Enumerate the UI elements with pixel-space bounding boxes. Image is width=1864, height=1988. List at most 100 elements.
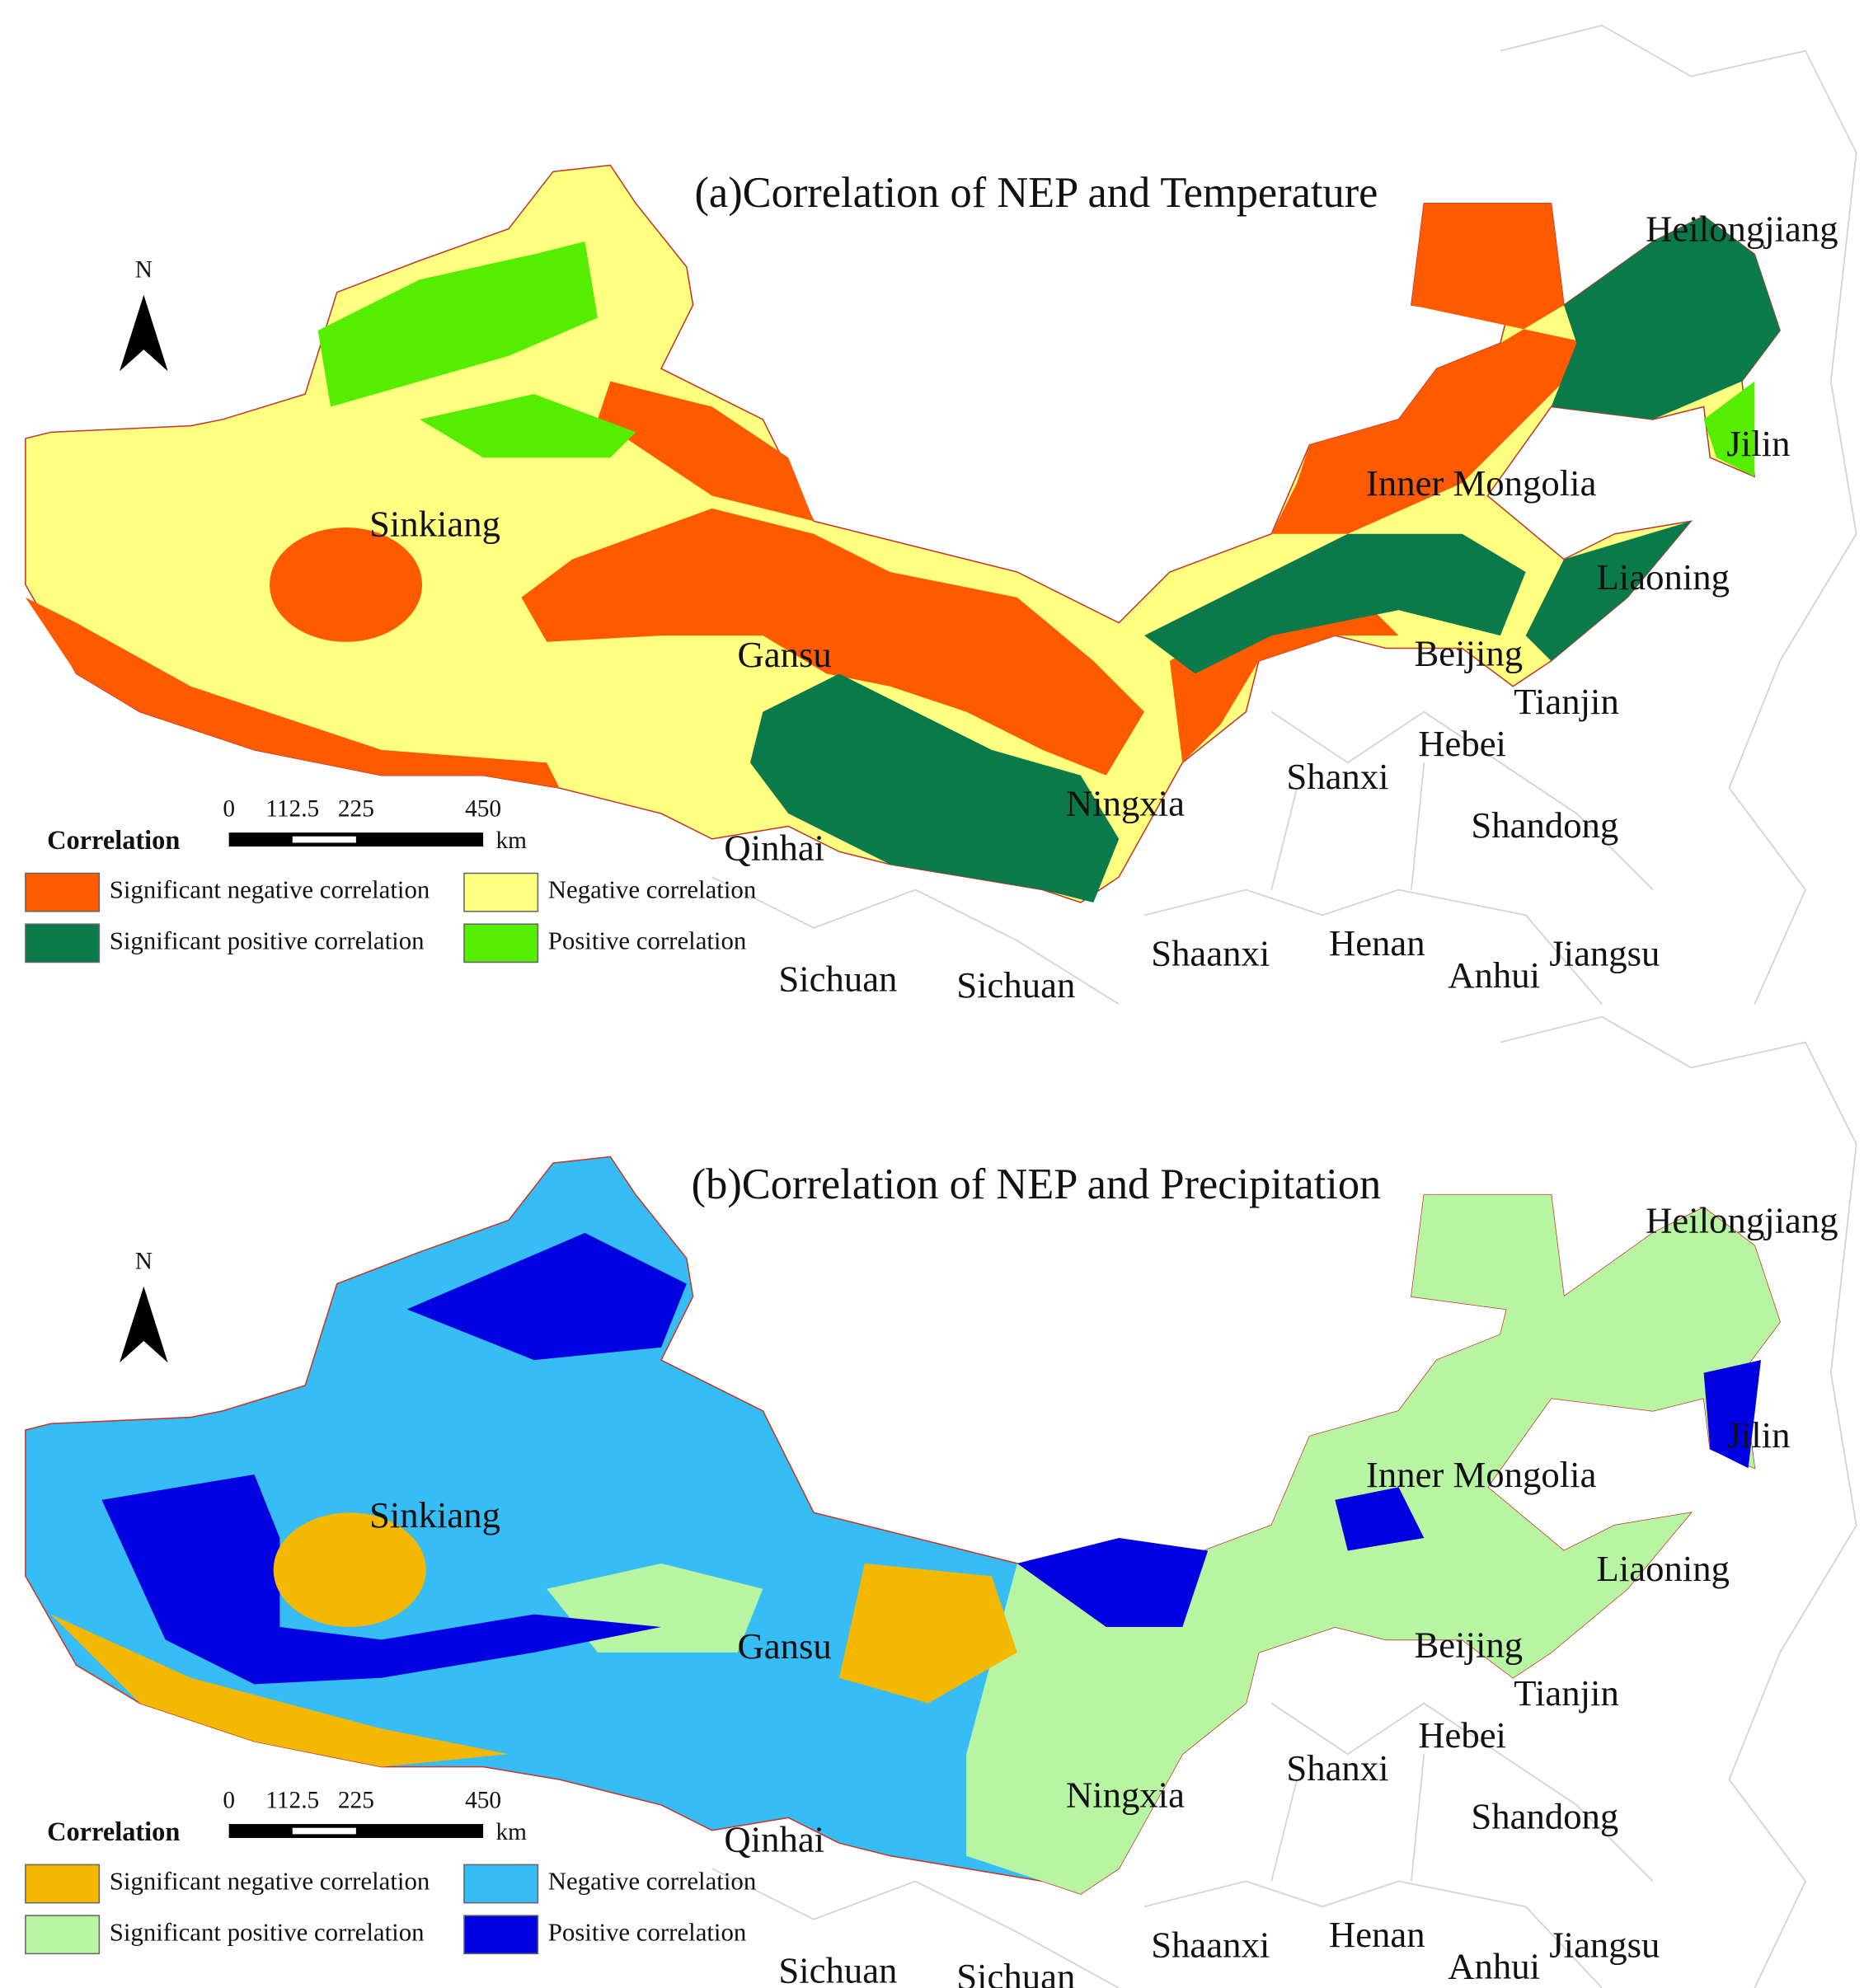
- north-label: N: [135, 257, 153, 284]
- place-label: Gansu: [737, 634, 831, 675]
- place-label: Sichuan: [778, 1949, 897, 1988]
- scale-tick-label: 225: [338, 796, 374, 823]
- place-label: Hebei: [1418, 1714, 1506, 1756]
- place-label: Sinkiang: [369, 503, 500, 544]
- region: [1703, 381, 1755, 477]
- scale-tick-label: 225: [338, 1788, 374, 1814]
- region: [1144, 533, 1526, 674]
- place-label: Shandong: [1471, 1796, 1618, 1837]
- scale-tick-label: 0: [223, 1788, 235, 1814]
- region: [270, 527, 423, 642]
- scale-bar-segment: [292, 1827, 356, 1835]
- legend-label: Positive correlation: [548, 1918, 747, 1946]
- place-label: Qinhai: [724, 1818, 824, 1859]
- map-panel: (a)Correlation of NEP and Temperature N Si…: [25, 164, 1838, 1006]
- scale-bar-segment: [292, 836, 356, 843]
- place-label: Inner Mongolia: [1366, 1454, 1597, 1495]
- region: [1525, 521, 1692, 661]
- region: [749, 673, 1120, 903]
- place-label: Heilongjiang: [1646, 208, 1838, 249]
- legend-swatch: [463, 923, 539, 964]
- place-label: Beijing: [1414, 633, 1523, 674]
- legend-swatch: [463, 872, 539, 912]
- place-label: Heilongjiang: [1646, 1199, 1838, 1240]
- scale-tick-label: 112.5: [265, 796, 319, 823]
- region: [101, 1474, 662, 1685]
- place-label: Liaoning: [1597, 556, 1730, 598]
- place-label: Tianjin: [1514, 1672, 1619, 1714]
- region: [406, 1232, 687, 1361]
- scale-tick-label: 112.5: [265, 1788, 319, 1814]
- north-arrow: [120, 1286, 168, 1363]
- place-label: Henan: [1329, 922, 1425, 964]
- legend-label: Negative correlation: [548, 1868, 757, 1896]
- place-label: Qinhai: [724, 828, 824, 869]
- place-label: Jilin: [1726, 423, 1790, 464]
- legend-label: Significant positive correlation: [110, 926, 425, 954]
- scale-tick-label: 0: [223, 796, 235, 823]
- region: [838, 1563, 1017, 1704]
- place-label: Shaanxi: [1151, 933, 1270, 974]
- map-panel: (b)Correlation of NEP and Precipitation N…: [25, 1156, 1838, 1988]
- place-label: Shaanxi: [1151, 1924, 1270, 1965]
- legend-title: Correlation: [47, 826, 180, 856]
- region: [419, 394, 636, 458]
- legend-label: Significant negative correlation: [110, 876, 430, 904]
- place-label: Sichuan: [778, 958, 897, 999]
- region: [273, 1512, 426, 1628]
- region: [521, 508, 1145, 776]
- region: [1017, 1538, 1209, 1628]
- scale-tick-label: 450: [465, 1788, 501, 1814]
- place-label: Jiangsu: [1549, 933, 1660, 974]
- place-label: Ningxia: [1066, 1774, 1185, 1815]
- legend-title: Correlation: [47, 1817, 180, 1847]
- place-label: Ningxia: [1066, 783, 1185, 824]
- legend-label: Positive correlation: [548, 926, 747, 954]
- legend-swatch: [25, 1864, 101, 1904]
- panel-title: (a)Correlation of NEP and Temperature: [694, 169, 1378, 217]
- place-label: Anhui: [1448, 1946, 1540, 1987]
- region: [1335, 1487, 1425, 1551]
- province-border: [711, 24, 1857, 1006]
- legend-swatch: [463, 1915, 539, 1955]
- legend-label: Significant positive correlation: [110, 1918, 425, 1946]
- legend-label: Negative correlation: [548, 876, 757, 904]
- place-label: Shanxi: [1286, 1747, 1388, 1789]
- place-label: Hebei: [1418, 723, 1506, 764]
- place-label: Inner Mongolia: [1366, 462, 1597, 504]
- background-borders: [711, 24, 1857, 1988]
- place-label: Liaoning: [1597, 1548, 1730, 1589]
- region: [25, 597, 560, 789]
- place-label: Sichuan: [956, 1956, 1075, 1988]
- scale-tick-label: 450: [465, 796, 501, 823]
- place-label: Anhui: [1448, 954, 1540, 996]
- place-label: Jiangsu: [1549, 1924, 1660, 1965]
- province-border: [711, 1015, 1857, 1988]
- place-label: Sichuan: [956, 964, 1075, 1006]
- place-label: Tianjin: [1514, 681, 1619, 722]
- place-label: Shanxi: [1286, 756, 1388, 797]
- region: [317, 241, 598, 407]
- legend-swatch: [463, 1864, 539, 1904]
- legend-swatch: [25, 872, 101, 912]
- region: [50, 1614, 509, 1767]
- region: [1271, 203, 1589, 534]
- legend-swatch: [25, 923, 101, 964]
- region: [1703, 1360, 1762, 1469]
- panel-title: (b)Correlation of NEP and Precipitation: [692, 1160, 1382, 1208]
- place-label: Shandong: [1471, 804, 1618, 846]
- region: [1551, 216, 1781, 420]
- legend-label: Significant negative correlation: [110, 1868, 430, 1896]
- place-label: Gansu: [737, 1625, 831, 1667]
- north-label: N: [135, 1249, 153, 1275]
- place-label: Beijing: [1414, 1624, 1523, 1665]
- legend-swatch: [25, 1915, 101, 1955]
- scale-unit: km: [496, 828, 528, 854]
- scale-unit: km: [496, 1819, 528, 1845]
- place-label: Sinkiang: [369, 1494, 500, 1536]
- place-label: Henan: [1329, 1914, 1425, 1955]
- region: [597, 381, 815, 522]
- place-label: Jilin: [1726, 1414, 1790, 1456]
